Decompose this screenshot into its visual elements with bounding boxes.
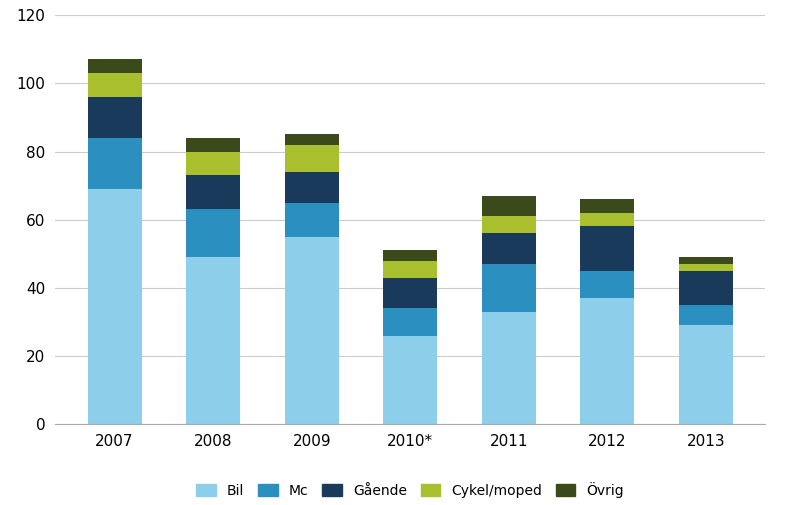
Bar bbox=[285, 134, 338, 144]
Bar bbox=[383, 278, 437, 308]
Legend: Bil, Mc, Gående, Cykel/moped, Övrig: Bil, Mc, Gående, Cykel/moped, Övrig bbox=[191, 476, 630, 503]
Bar bbox=[88, 189, 142, 424]
Bar bbox=[88, 73, 142, 97]
Bar bbox=[482, 216, 536, 233]
Bar bbox=[88, 97, 142, 138]
Bar bbox=[482, 196, 536, 216]
Bar bbox=[285, 203, 338, 237]
Bar bbox=[186, 257, 241, 424]
Bar bbox=[679, 325, 733, 424]
Bar bbox=[679, 271, 733, 305]
Bar bbox=[285, 144, 338, 172]
Bar bbox=[383, 335, 437, 424]
Bar bbox=[383, 261, 437, 278]
Bar bbox=[186, 138, 241, 152]
Bar bbox=[482, 233, 536, 264]
Bar bbox=[186, 175, 241, 210]
Bar bbox=[679, 257, 733, 264]
Bar bbox=[580, 226, 634, 271]
Bar bbox=[482, 264, 536, 312]
Bar bbox=[580, 298, 634, 424]
Bar bbox=[580, 271, 634, 298]
Bar bbox=[383, 250, 437, 261]
Bar bbox=[88, 138, 142, 189]
Bar bbox=[580, 199, 634, 213]
Bar bbox=[285, 237, 338, 424]
Bar bbox=[186, 152, 241, 175]
Bar bbox=[482, 312, 536, 424]
Bar bbox=[88, 60, 142, 73]
Bar bbox=[679, 264, 733, 271]
Bar bbox=[679, 305, 733, 325]
Bar bbox=[186, 210, 241, 257]
Bar bbox=[285, 172, 338, 203]
Bar bbox=[580, 213, 634, 226]
Bar bbox=[383, 308, 437, 335]
